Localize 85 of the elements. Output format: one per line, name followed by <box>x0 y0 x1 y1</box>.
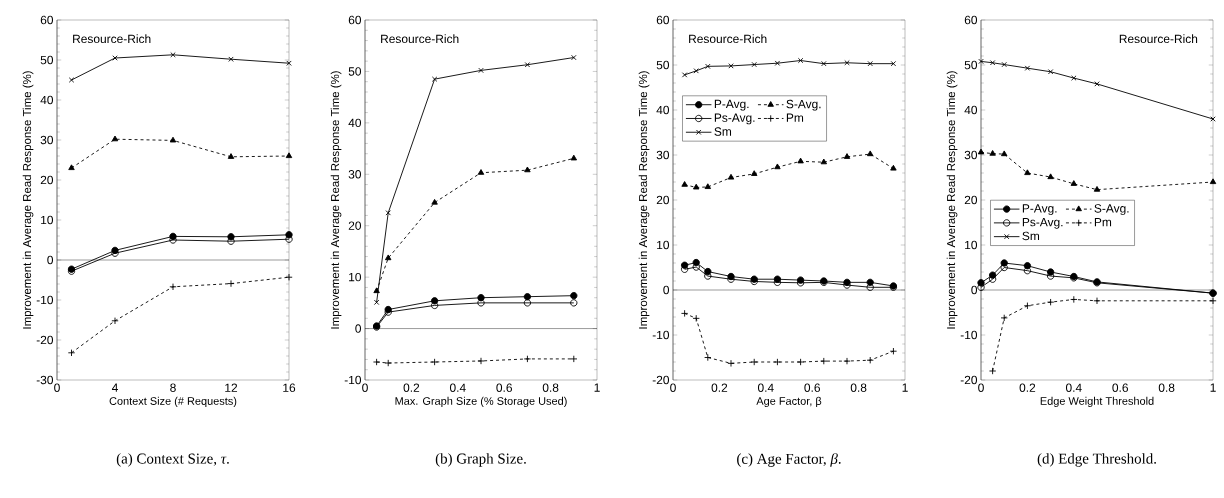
annotation: Resource-Rich <box>1119 34 1198 44</box>
y-tick-label: 30 <box>964 150 978 160</box>
y-tick-label: 60 <box>348 15 362 25</box>
x-tick-label: 0.6 <box>1112 383 1128 392</box>
y-tick-label: -20 <box>36 335 54 345</box>
x-tick-label: 0.8 <box>542 383 559 392</box>
y-tick-label: 60 <box>656 15 670 25</box>
y-tick-label: -30 <box>36 375 54 385</box>
y-tick-label: 20 <box>348 221 362 230</box>
y-tick-label: -10 <box>960 330 978 340</box>
y-tick-label: -20 <box>960 375 978 385</box>
x-axis-title: Max. Graph Size (% Storage Used) <box>395 396 567 408</box>
x-tick-label: 0.4 <box>449 383 466 392</box>
x-tick-label: 0 <box>670 383 676 392</box>
x-tick-label: 0.8 <box>850 383 867 392</box>
x-tick-label: 0.8 <box>1158 383 1175 392</box>
x-tick-label: 1 <box>594 383 600 392</box>
y-tick-label: 50 <box>348 67 362 76</box>
legend-label: Sm <box>714 127 732 136</box>
y-axis-title: Improvement in Average Read Response Time (%) <box>22 71 34 329</box>
y-tick-label: 40 <box>40 95 54 105</box>
y-tick-label: 10 <box>657 240 670 250</box>
legend-label: Ps-Avg. <box>1022 218 1063 229</box>
x-tick-label: 16 <box>283 383 296 392</box>
y-axis-title: Improvement in Average Read Response Time (%) <box>638 71 650 329</box>
x-tick-label: 0 <box>362 383 368 392</box>
legend-label: P-Avg. <box>1022 204 1057 215</box>
x-tick-label: 0.2 <box>1019 383 1036 392</box>
y-tick-label: 40 <box>656 105 670 115</box>
y-tick-label: 50 <box>656 60 670 70</box>
x-tick-label: 0.4 <box>757 383 774 392</box>
y-tick-label: 20 <box>656 195 670 205</box>
y-tick-label: 0 <box>47 255 54 265</box>
x-tick-label: 1 <box>902 383 908 392</box>
y-tick-label: 20 <box>40 175 54 185</box>
y-tick-label: 60 <box>964 15 978 25</box>
y-tick-label: -20 <box>652 375 670 385</box>
x-tick-label: 0.6 <box>496 383 512 392</box>
legend-label: Sm <box>1022 231 1040 241</box>
text: (d) Edge Threshold. <box>1037 453 1156 467</box>
text: (a) Context Size, τ. <box>116 453 229 467</box>
x-tick-label: 0.4 <box>1065 383 1082 392</box>
x-axis-title: Age Factor, β <box>756 396 822 408</box>
legend-label: S-Avg. <box>786 99 821 111</box>
y-tick-label: 20 <box>964 195 978 205</box>
y-tick-label: 50 <box>40 55 54 65</box>
x-tick-label: 4 <box>111 383 118 392</box>
x-tick-label: 1 <box>1210 383 1216 392</box>
x-axis-title: Edge Weight Threshold <box>1040 396 1154 408</box>
x-tick-label: 0 <box>978 383 984 392</box>
y-tick-label: 60 <box>40 15 54 25</box>
y-tick-label: -10 <box>36 295 54 305</box>
y-tick-label: 30 <box>348 170 362 179</box>
x-tick-label: 12 <box>225 383 238 392</box>
y-tick-label: 0 <box>663 285 670 295</box>
x-tick-label: 8 <box>170 383 176 392</box>
y-tick-label: 10 <box>349 272 362 282</box>
x-tick-label: 0.2 <box>403 383 420 392</box>
legend-label: Ps-Avg. <box>714 113 755 125</box>
text: (b) Graph Size. <box>435 453 526 467</box>
y-tick-label: -10 <box>344 375 362 385</box>
y-axis-title: Improvement in Average Read Response Time (%) <box>330 71 342 329</box>
legend-label: Pm <box>786 113 804 122</box>
y-tick-label: 10 <box>41 215 54 225</box>
legend-label: P-Avg. <box>714 99 749 111</box>
y-tick-label: 0 <box>355 324 362 333</box>
y-tick-label: 30 <box>40 135 54 145</box>
y-tick-label: 40 <box>964 105 978 115</box>
y-axis-title: Improvement in Average Read Response Time (%) <box>946 71 958 329</box>
annotation: Resource-Rich <box>689 34 767 44</box>
y-tick-label: 40 <box>348 118 362 128</box>
legend-label: Pm <box>1094 218 1112 227</box>
x-tick-label: 0.6 <box>804 383 820 392</box>
y-tick-label: 30 <box>656 150 670 160</box>
text: (c) Age Factor, β. <box>737 453 841 467</box>
legend-label: S-Avg. <box>1094 204 1129 216</box>
annotation: Resource-Rich <box>73 34 151 44</box>
x-tick-label: 0 <box>54 383 60 392</box>
x-tick-label: 0.2 <box>711 383 728 392</box>
y-tick-label: 0 <box>971 285 978 295</box>
x-axis-title: Context Size (# Requests) <box>109 396 237 408</box>
y-tick-label: 10 <box>965 240 978 250</box>
annotation: Resource-Rich <box>381 34 459 44</box>
y-tick-label: 50 <box>964 60 978 70</box>
y-tick-label: -10 <box>652 330 670 340</box>
